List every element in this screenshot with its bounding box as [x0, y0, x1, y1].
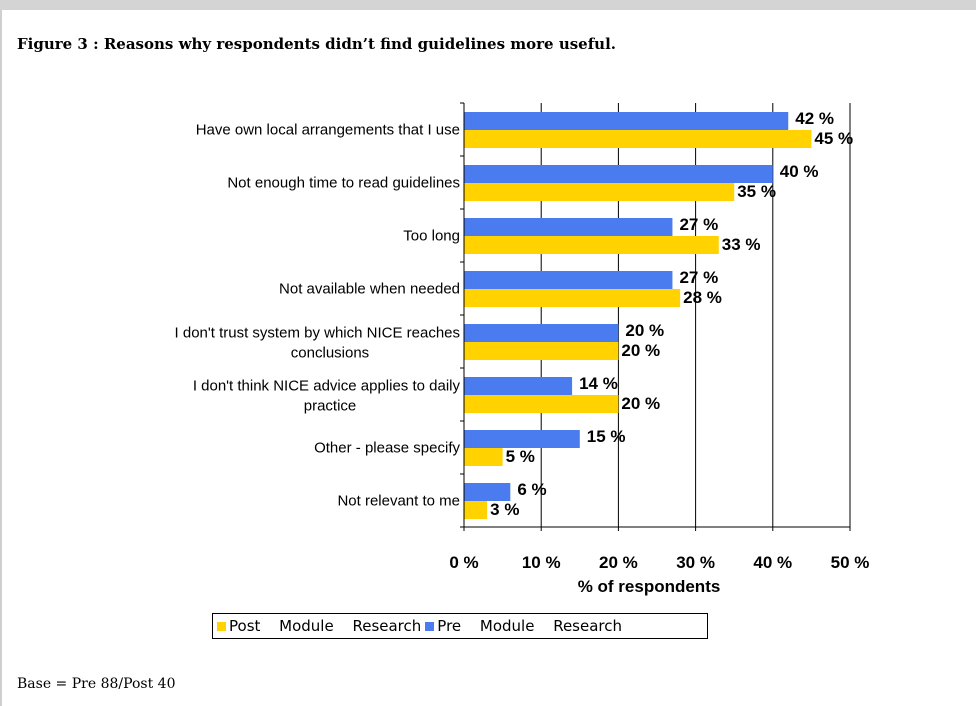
value-label-pre: 27 %: [679, 268, 718, 287]
category-label-line: I don't trust system by which NICE reach…: [175, 325, 460, 342]
category-label-line: Other - please specify: [314, 440, 460, 457]
legend-item-pre: Pre Module Research: [425, 617, 622, 635]
category-label-line: Have own local arrangements that I use: [196, 122, 460, 139]
value-label-pre: 14 %: [579, 374, 618, 393]
bar-pre: [464, 271, 673, 289]
figure-title: Figure 3 : Reasons why respondents didn’…: [17, 35, 616, 53]
category-label: Other - please specify: [314, 440, 460, 457]
legend-swatch-pre: [425, 621, 435, 631]
bar-pre: [464, 430, 580, 448]
value-label-pre: 27 %: [679, 215, 718, 234]
value-label-post: 20 %: [621, 394, 660, 413]
value-label-post: 28 %: [683, 288, 722, 307]
x-tick-label: 30 %: [676, 553, 715, 572]
x-tick-label: 20 %: [599, 553, 638, 572]
bar-post: [464, 130, 812, 148]
bar-post: [464, 236, 719, 254]
window-left-border: [0, 10, 2, 706]
x-tick-label: 0 %: [449, 553, 478, 572]
bar-post: [464, 395, 619, 413]
category-label: Too long: [403, 228, 460, 245]
category-label-line: Too long: [403, 228, 460, 245]
category-label-line: Not relevant to me: [337, 493, 460, 510]
bar-pre: [464, 324, 619, 342]
chart-legend: Post Module Research Pre Module Research: [212, 613, 708, 639]
category-label-line: Not enough time to read guidelines: [227, 175, 460, 192]
bar-pre: [464, 218, 673, 236]
x-axis-title: % of respondents: [578, 577, 721, 596]
bar-pre: [464, 165, 773, 183]
value-label-pre: 42 %: [795, 109, 834, 128]
legend-item-post: Post Module Research: [217, 617, 421, 635]
bar-post: [464, 183, 735, 201]
category-label: Have own local arrangements that I use: [196, 122, 460, 139]
value-label-post: 5 %: [506, 447, 535, 466]
window-top-border: [0, 0, 976, 10]
value-label-post: 35 %: [737, 182, 776, 201]
base-footnote: Base = Pre 88/Post 40: [17, 676, 176, 692]
value-label-pre: 6 %: [517, 480, 546, 499]
category-label-line: I don't think NICE advice applies to dai…: [193, 378, 461, 395]
value-label-post: 20 %: [621, 341, 660, 360]
bar-post: [464, 501, 488, 519]
legend-label-pre: Pre Module Research: [437, 617, 623, 635]
value-label-post: 33 %: [722, 235, 761, 254]
category-label-line: Not available when needed: [279, 281, 460, 298]
value-label-pre: 20 %: [625, 321, 664, 340]
value-label-pre: 15 %: [587, 427, 626, 446]
bar-pre: [464, 483, 511, 501]
x-tick-label: 10 %: [522, 553, 561, 572]
x-tick-label: 40 %: [753, 553, 792, 572]
category-label: Not relevant to me: [337, 493, 460, 510]
x-tick-label: 50 %: [831, 553, 870, 572]
bar-post: [464, 289, 681, 307]
category-label: I don't think NICE advice applies to dai…: [193, 378, 461, 415]
category-label-line: practice: [304, 398, 357, 415]
value-label-post: 3 %: [490, 500, 519, 519]
category-label: I don't trust system by which NICE reach…: [175, 325, 460, 362]
legend-swatch-post: [217, 621, 226, 631]
bar-pre: [464, 377, 573, 395]
bar-post: [464, 342, 619, 360]
value-label-pre: 40 %: [780, 162, 819, 181]
legend-label-post: Post Module Research: [229, 617, 422, 635]
category-label-line: conclusions: [291, 345, 369, 362]
bar-pre: [464, 112, 789, 130]
value-label-post: 45 %: [814, 129, 853, 148]
bar-post: [464, 448, 503, 466]
category-label: Not available when needed: [279, 281, 460, 298]
category-label: Not enough time to read guidelines: [227, 175, 460, 192]
